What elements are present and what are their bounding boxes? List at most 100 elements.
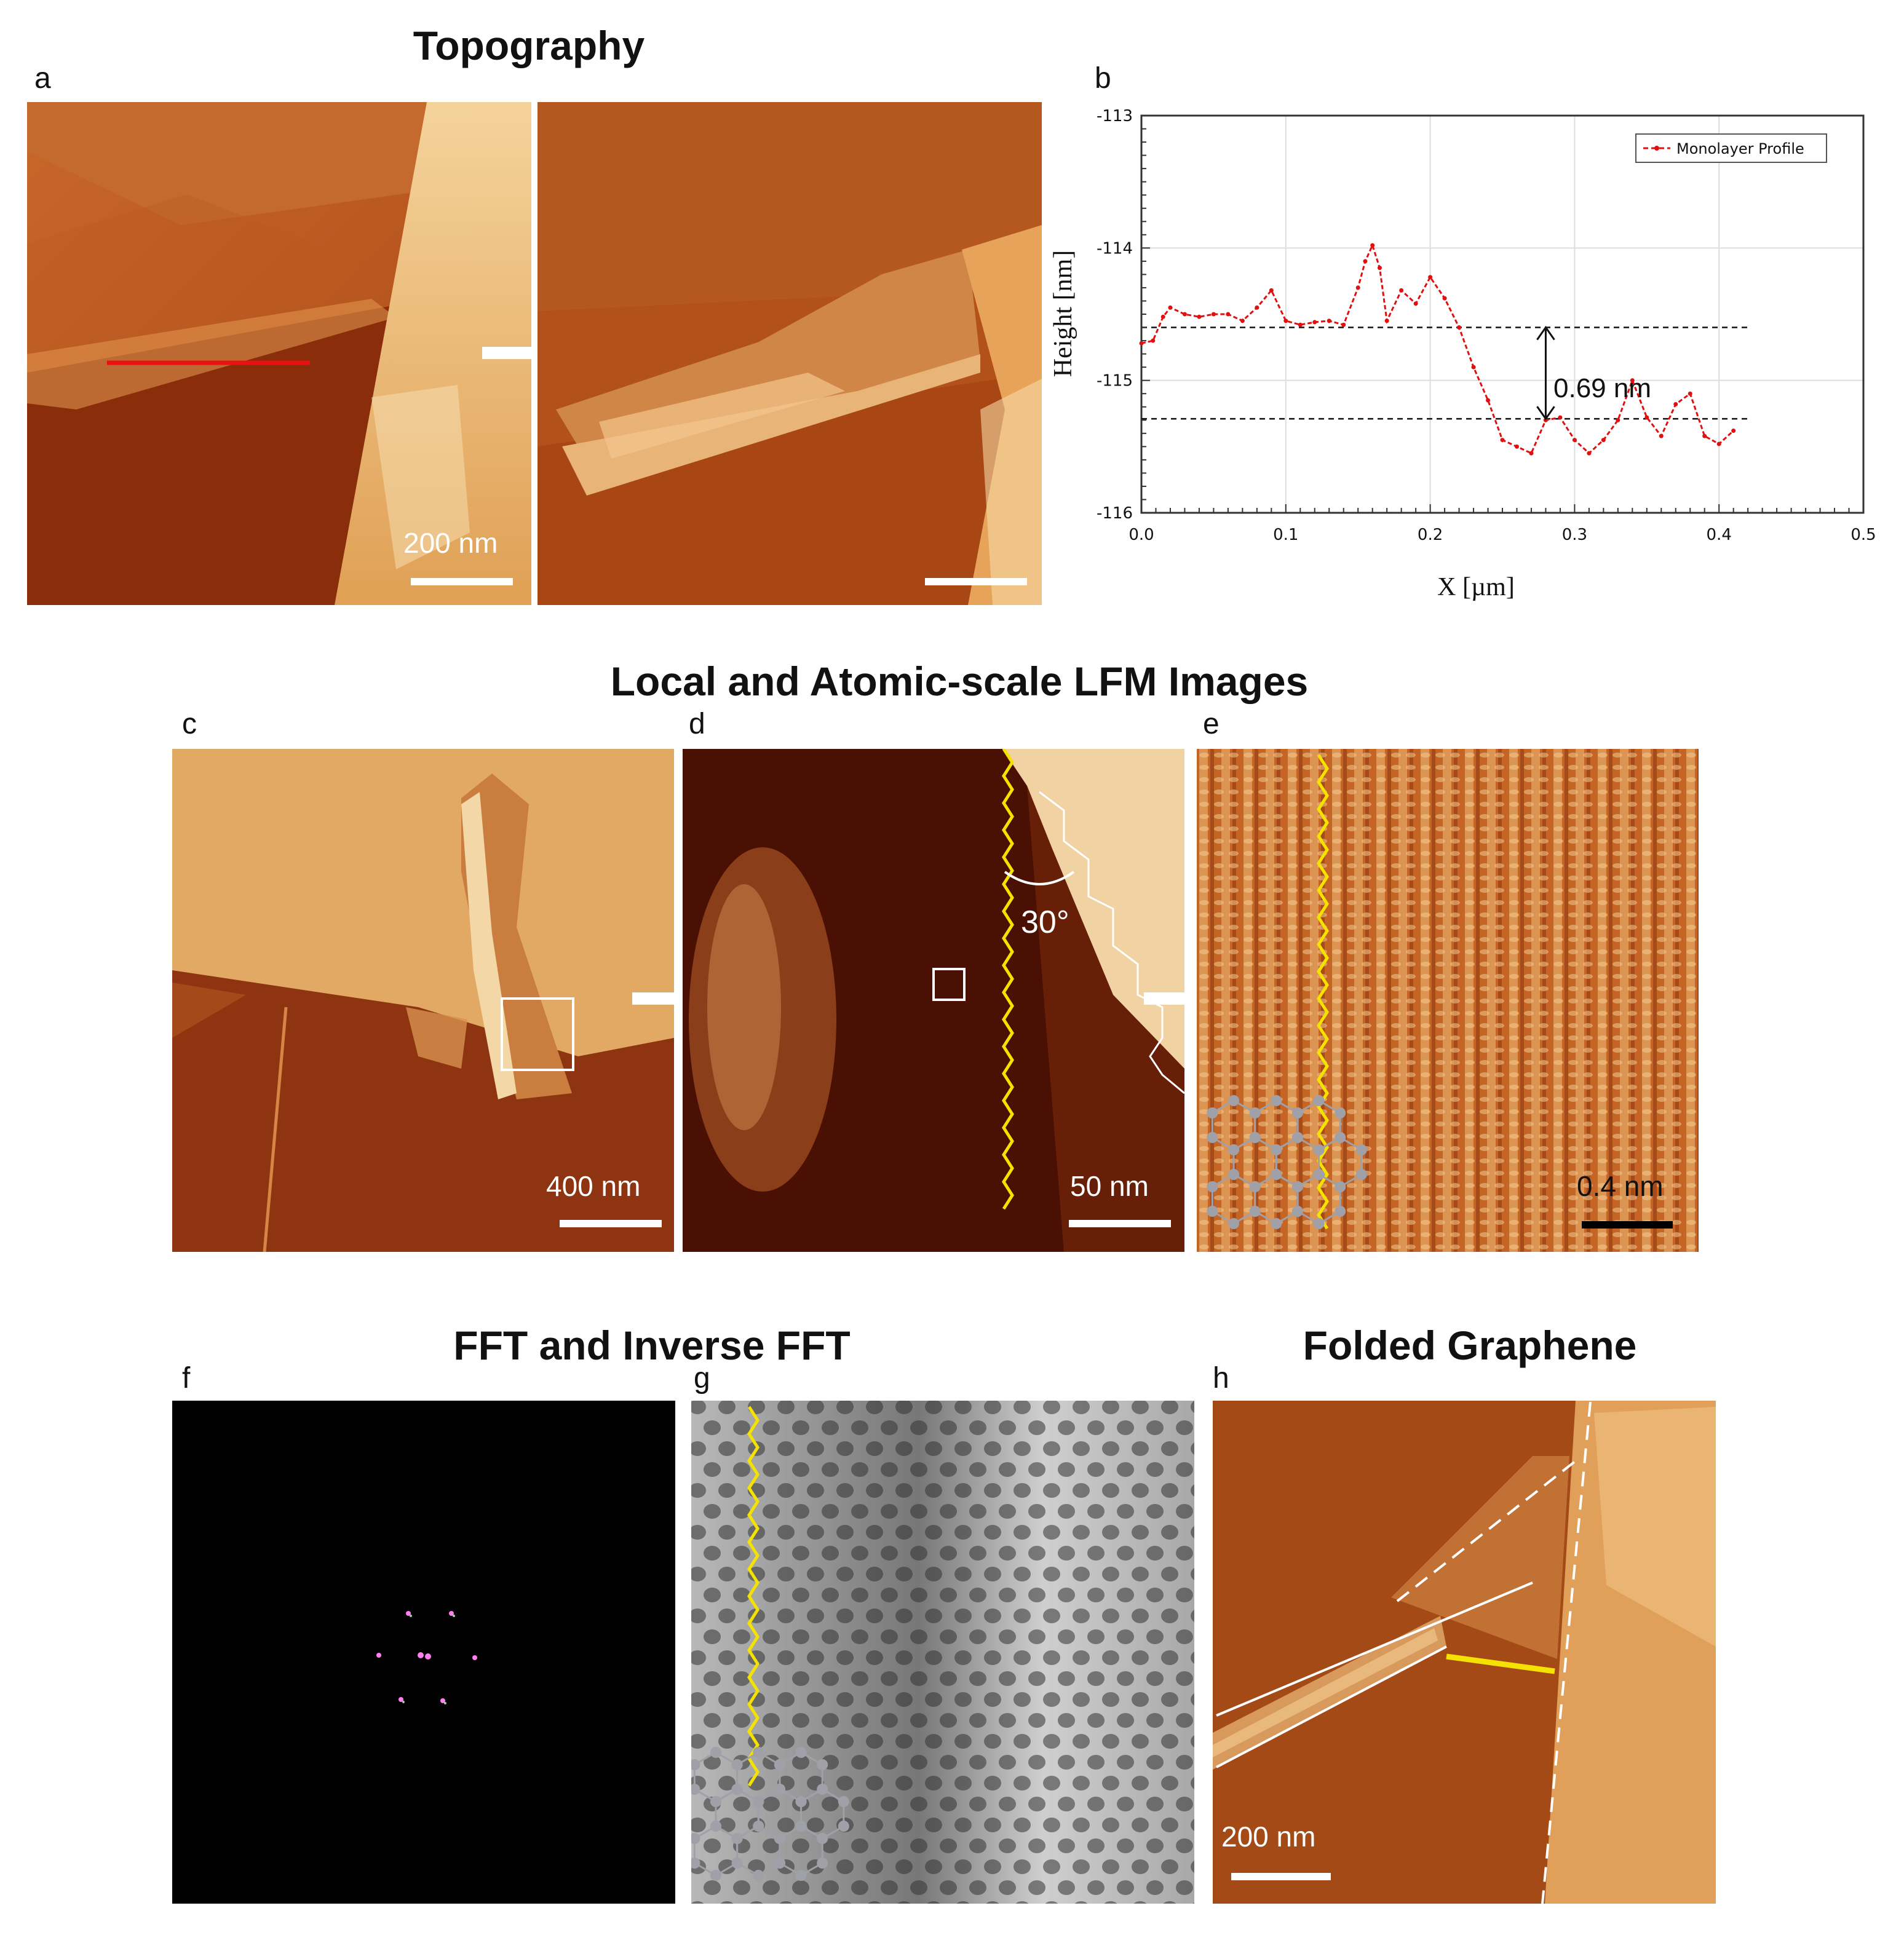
carbon-atom xyxy=(1228,1218,1239,1229)
lattice-hole xyxy=(940,1629,957,1644)
lattice-hole xyxy=(954,1441,972,1456)
lattice-hole xyxy=(1043,1609,1060,1623)
lattice-hole xyxy=(1191,1819,1194,1831)
data-point xyxy=(1327,319,1331,323)
lattice-hole xyxy=(1013,1818,1031,1832)
lattice-hole xyxy=(910,1671,927,1686)
lattice-hole xyxy=(895,1483,913,1498)
carbon-atom xyxy=(1313,1218,1325,1229)
data-point xyxy=(1688,391,1692,396)
lattice-hole xyxy=(910,1755,927,1770)
lattice-hole xyxy=(881,1504,898,1519)
lattice-hole xyxy=(1161,1650,1178,1665)
lattice-hole xyxy=(940,1797,957,1811)
lattice-hole xyxy=(718,1818,736,1832)
lattice-hole xyxy=(851,1462,868,1477)
lattice-hole xyxy=(1043,1525,1060,1540)
lattice-hole xyxy=(999,1838,1016,1853)
lattice-hole xyxy=(1028,1462,1045,1477)
lattice-hole xyxy=(1073,1525,1090,1540)
carbon-atom xyxy=(795,1796,807,1807)
lattice-hole xyxy=(895,1859,913,1874)
lattice-hole xyxy=(910,1880,927,1895)
lattice-hole xyxy=(1074,1901,1088,1904)
lattice-hole xyxy=(1028,1671,1045,1686)
lattice-hole xyxy=(940,1671,957,1686)
lattice-hole xyxy=(1087,1755,1105,1770)
lattice-hole xyxy=(866,1401,883,1414)
lattice-hole xyxy=(704,1755,721,1770)
carbon-atom xyxy=(1271,1169,1282,1180)
carbon-atom xyxy=(1335,1107,1346,1118)
lattice-hole xyxy=(691,1401,706,1414)
lattice-hole xyxy=(763,1588,780,1602)
lattice-hole xyxy=(969,1797,986,1811)
lattice-hole xyxy=(925,1818,942,1832)
lattice-hole xyxy=(1073,1650,1090,1665)
lattice-hole xyxy=(851,1588,868,1602)
data-point xyxy=(1731,428,1736,433)
y-tick-label: -114 xyxy=(1097,239,1133,258)
lattice-hole xyxy=(851,1713,868,1728)
lattice-hole xyxy=(1073,1401,1090,1414)
lattice-hole xyxy=(866,1441,883,1456)
lattice-hole xyxy=(895,1692,913,1707)
carbon-atom xyxy=(691,1759,700,1770)
carbon-atom xyxy=(753,1747,764,1758)
lattice-hole xyxy=(895,1609,913,1623)
lattice-hole xyxy=(1043,1650,1060,1665)
lattice-hole xyxy=(1058,1838,1075,1853)
lattice-hole xyxy=(807,1483,824,1498)
lattice-hole xyxy=(1102,1525,1119,1540)
lattice-hole xyxy=(940,1504,957,1519)
lattice-hole xyxy=(910,1420,927,1435)
carbon-atom xyxy=(1228,1144,1239,1155)
lattice-hole xyxy=(881,1755,898,1770)
arrow-head-up xyxy=(1536,325,1555,341)
lattice-hole xyxy=(792,1504,809,1519)
lattice-hole xyxy=(777,1650,795,1665)
lattice-hole xyxy=(1073,1734,1090,1749)
lattice-hole xyxy=(1102,1776,1119,1791)
lattice-hole xyxy=(969,1420,986,1435)
carbon-atom xyxy=(1291,1107,1303,1118)
lattice-hole xyxy=(792,1420,809,1435)
lattice-hole xyxy=(984,1650,1001,1665)
lattice-hole xyxy=(910,1462,927,1477)
lattice-hole xyxy=(733,1546,750,1561)
lattice-hole xyxy=(881,1629,898,1644)
lattice-hole xyxy=(910,1629,927,1644)
lattice-hole xyxy=(881,1797,898,1811)
lattice-hole xyxy=(1132,1441,1149,1456)
carbon-atom xyxy=(691,1858,700,1869)
lattice-hole xyxy=(895,1650,913,1665)
carbon-atom xyxy=(1249,1206,1261,1217)
lattice-hole xyxy=(836,1609,854,1623)
lattice-hole xyxy=(691,1483,706,1498)
carbon-atom xyxy=(1335,1206,1346,1217)
lattice-hole xyxy=(1191,1777,1194,1789)
lattice-hole xyxy=(1087,1629,1105,1644)
lattice-hole xyxy=(1013,1692,1031,1707)
data-point xyxy=(1283,319,1288,323)
lattice-hole xyxy=(866,1525,883,1540)
data-point xyxy=(1341,322,1346,327)
lattice-hole xyxy=(1146,1880,1164,1895)
lattice-hole xyxy=(836,1650,854,1665)
fft-spot xyxy=(406,1611,411,1616)
lattice-hole xyxy=(866,1776,883,1791)
carbon-atom xyxy=(1335,1181,1346,1192)
lattice-hole xyxy=(927,1901,940,1904)
lattice-hole xyxy=(954,1567,972,1581)
lattice-hole xyxy=(836,1525,854,1540)
lattice-hole xyxy=(969,1629,986,1644)
lattice-hole xyxy=(925,1401,942,1414)
lattice-hole xyxy=(822,1588,839,1602)
zigzag-edge-line xyxy=(747,1406,760,1787)
lattice-hole xyxy=(809,1901,822,1904)
lattice-hole xyxy=(925,1441,942,1456)
carbon-atom xyxy=(1313,1169,1325,1180)
lattice-hole xyxy=(733,1462,750,1477)
lattice-hole xyxy=(999,1462,1016,1477)
legend: Monolayer Profile xyxy=(1635,133,1827,163)
